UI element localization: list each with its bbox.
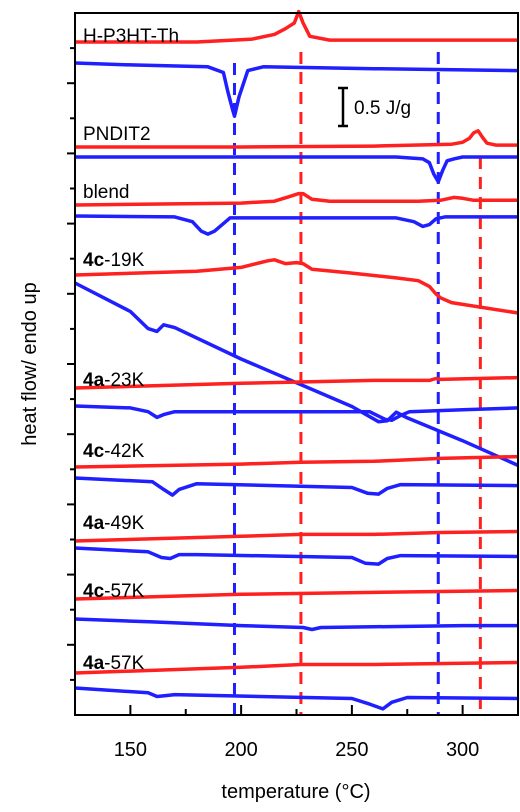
heating-curve — [74, 529, 519, 543]
sample-label-bold: 4a — [83, 513, 105, 534]
cooling-curve — [74, 617, 518, 632]
sample-label-bold: 4c — [83, 250, 105, 271]
sample-label-text: -57K — [104, 653, 144, 674]
cooling-curve — [74, 214, 518, 236]
sample-label: blend — [83, 182, 130, 203]
y-axis-title: heat flow/ endo up — [19, 282, 41, 445]
sample-label-bold: 4a — [83, 653, 105, 674]
sample-label: 4a-49K — [83, 513, 145, 534]
x-tick-label: 250 — [335, 739, 368, 761]
sample-label-bold: 4c — [83, 441, 105, 462]
heating-curve — [75, 9, 518, 44]
sample-label: 4a-57K — [83, 653, 145, 674]
plot-frame — [74, 12, 519, 716]
axes — [74, 12, 519, 716]
scale-bar-label: 0.5 J/g — [354, 98, 411, 119]
cooling-curve — [74, 476, 519, 497]
heating-curve — [74, 588, 519, 601]
sample-label-text: -19K — [104, 250, 144, 271]
x-axis-title: temperature (°C) — [221, 781, 370, 803]
curves — [74, 9, 519, 711]
sample-label-text: -23K — [104, 370, 144, 391]
sample-label: 4c-57K — [83, 581, 145, 602]
sample-label-text: -57K — [104, 581, 144, 602]
sample-label: 4c-42K — [83, 441, 145, 462]
cooling-curve — [74, 686, 519, 711]
x-tick-label: 300 — [446, 739, 479, 761]
sample-label-text: H-P3HT-Th — [83, 26, 179, 47]
cooling-curve — [74, 404, 519, 423]
sample-label: H-P3HT-Th — [83, 26, 179, 47]
heating-curve — [74, 258, 519, 315]
heating-curve — [74, 454, 519, 469]
sample-label: 4c-19K — [83, 250, 145, 271]
cooling-curve — [75, 155, 518, 184]
sample-label-text: -42K — [104, 441, 144, 462]
heating-curve — [74, 375, 519, 390]
heating-curve — [74, 191, 518, 207]
sample-label-bold: 4a — [83, 370, 105, 391]
y-ticks — [67, 47, 75, 681]
cooling-curve — [74, 61, 519, 118]
sample-label: 4a-23K — [83, 370, 145, 391]
sample-label-text: blend — [83, 182, 130, 203]
sample-label-text: -49K — [104, 513, 144, 534]
cooling-curve — [74, 546, 519, 566]
sample-label-text: PNDIT2 — [83, 124, 151, 145]
heating-curve — [75, 129, 518, 149]
x-tick-label: 150 — [114, 739, 147, 761]
sample-labels: H-P3HT-ThPNDIT2blend4c-19K4a-23K4c-42K4a… — [83, 26, 179, 674]
heating-curve — [74, 660, 519, 675]
x-tick-label: 200 — [224, 739, 257, 761]
scale-bar: 0.5 J/g — [338, 86, 411, 128]
sample-label-bold: 4c — [83, 581, 105, 602]
x-ticks: 150 200 250 300 — [74, 705, 519, 761]
sample-label: PNDIT2 — [83, 124, 151, 145]
